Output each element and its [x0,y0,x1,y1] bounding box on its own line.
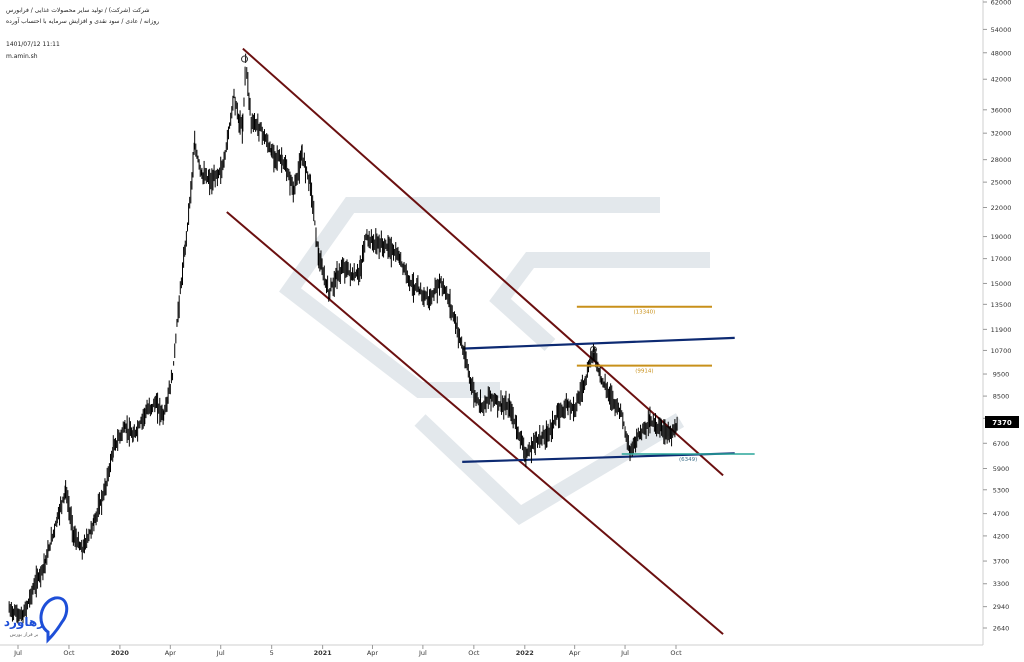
y-tick-label: 3300 [993,580,1010,588]
x-tick-label: 2020 [111,649,130,657]
y-tick-label: 42000 [991,76,1012,84]
support-line [462,452,735,463]
y-tick-label: 5300 [993,486,1010,494]
level-label: (13340) [634,310,656,316]
y-tick-label: 6700 [993,440,1010,448]
x-tick-label: Oct [468,649,480,657]
level-label: (9914) [635,369,653,375]
x-tick-label: 2022 [516,649,534,657]
resistance-line [462,336,735,350]
chart-author: m.amin.sh [6,53,38,60]
x-tick-label: Oct [63,649,75,657]
trend-lines [226,47,735,635]
x-tick-label: Apr [367,649,379,657]
y-tick-label: 17000 [991,255,1012,263]
y-tick-label: 2940 [993,603,1010,611]
y-tick-label: 62000 [991,0,1012,7]
y-tick-label: 3700 [993,558,1010,566]
channel-upper-line [242,47,724,477]
y-tick-label: 28000 [991,156,1012,164]
y-tick-label: 19000 [991,233,1012,241]
y-tick-label: 25000 [991,179,1012,187]
y-tick-label: 5900 [993,465,1010,473]
last-price-bg [985,416,1019,428]
last-price-label: 7370 [992,419,1012,427]
x-tick-label: Apr [569,649,581,657]
price-levels: (13340) (9914) (6349) [576,305,755,463]
price-series [8,53,678,624]
y-tick-label: 32000 [991,130,1012,138]
y-axis: 62000 54000 48000 42000 36000 32000 28000 25000… [983,0,1011,632]
y-tick-label: 2640 [993,624,1010,632]
y-tick-label: 8500 [993,393,1010,401]
y-tick-label: 36000 [991,106,1012,114]
watermark-logo [279,197,710,525]
logo-mark-icon [39,596,69,644]
y-tick-label: 4200 [993,532,1010,540]
y-tick-label: 9500 [993,371,1010,379]
y-tick-label: 4700 [993,510,1010,518]
chart-title-line1: شرکت (شرکت) / تولید سایر محصولات غذایی /… [6,7,150,14]
logo-name: رهاورد [4,615,44,630]
x-tick-label: Jul [620,649,629,657]
channel-lower-line [226,211,724,635]
chart-timestamp: 1401/07/12 11:11 [6,41,60,48]
x-axis: Jul Oct 2020 Apr Jul 5 2021 Apr Jul Oct 2022 Apr Jul… [13,645,682,657]
pivot-marker [589,346,597,354]
pivot-markers [241,55,597,354]
x-tick-label: Oct [670,649,682,657]
x-tick-label: Apr [165,649,177,657]
y-tick-label: 22000 [991,204,1012,212]
x-tick-label: Jul [418,649,427,657]
y-tick-label: 54000 [991,26,1012,34]
x-tick-label: 5 [270,649,274,657]
last-price-badge: 7370 [985,416,1019,428]
y-tick-label: 48000 [991,49,1012,57]
y-tick-label: 11900 [991,326,1012,334]
x-tick-label: Jul [13,649,22,657]
pivot-marker [241,55,249,63]
y-tick-label: 13500 [991,301,1012,309]
chart-title-line2: روزانه / عادی / سود نقدی و افزایش سرمایه… [6,18,160,25]
brand-logo: رهاورد بر فراز بورس [4,596,69,644]
level-label: (6349) [679,457,697,463]
x-tick-label: Jul [216,649,225,657]
y-tick-label: 10700 [991,347,1012,355]
x-tick-label: 2021 [314,649,333,657]
y-tick-label: 15000 [991,280,1012,288]
logo-tagline: بر فراز بورس [10,632,39,638]
